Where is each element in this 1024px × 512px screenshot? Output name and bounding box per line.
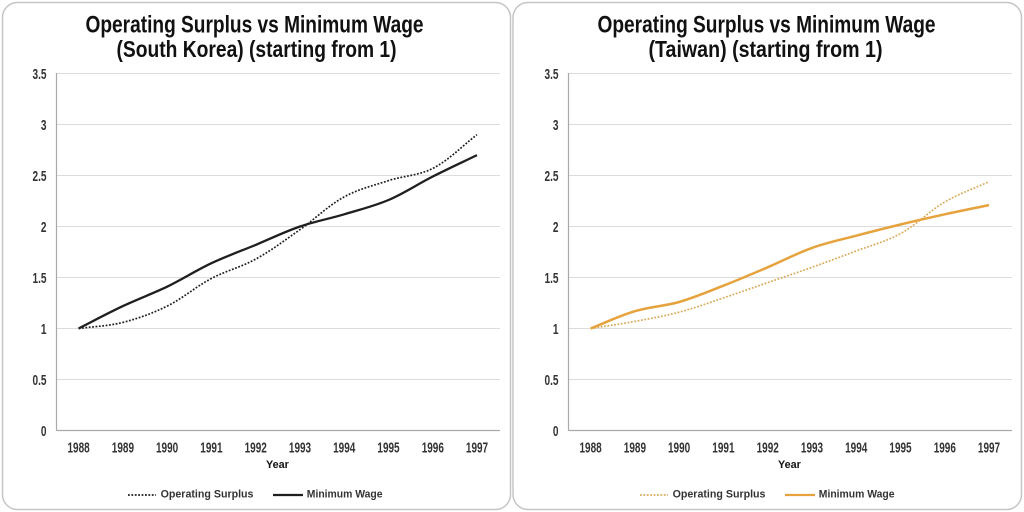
svg-text:2: 2 (553, 219, 559, 236)
svg-text:1990: 1990 (668, 439, 690, 456)
svg-text:3: 3 (41, 117, 47, 134)
svg-text:3.5: 3.5 (545, 66, 559, 83)
svg-text:1988: 1988 (580, 439, 602, 456)
svg-text:1991: 1991 (200, 439, 222, 456)
svg-text:Year: Year (778, 459, 802, 471)
svg-text:0.5: 0.5 (545, 372, 559, 389)
svg-text:Minimum Wage: Minimum Wage (819, 488, 895, 500)
svg-text:(Taiwan) (starting from 1): (Taiwan) (starting from 1) (649, 36, 883, 62)
svg-text:1994: 1994 (333, 439, 356, 456)
svg-text:1994: 1994 (845, 439, 868, 456)
svg-text:Operating Surplus vs Minimum W: Operating Surplus vs Minimum Wage (598, 12, 936, 39)
svg-text:1993: 1993 (801, 439, 823, 456)
svg-text:1990: 1990 (156, 439, 178, 456)
svg-text:Operating Surplus: Operating Surplus (673, 488, 766, 500)
svg-text:Operating Surplus vs Minimum W: Operating Surplus vs Minimum Wage (86, 12, 424, 39)
svg-text:2.5: 2.5 (33, 168, 47, 185)
svg-text:1988: 1988 (68, 439, 90, 456)
svg-text:1992: 1992 (757, 439, 779, 456)
svg-text:2: 2 (41, 219, 47, 236)
svg-text:1996: 1996 (934, 439, 956, 456)
svg-text:1997: 1997 (466, 439, 488, 456)
svg-text:1.5: 1.5 (33, 270, 47, 287)
svg-text:1: 1 (553, 321, 559, 338)
svg-text:1992: 1992 (245, 439, 267, 456)
svg-text:Minimum Wage: Minimum Wage (307, 488, 383, 500)
svg-text:1989: 1989 (112, 439, 134, 456)
svg-text:1991: 1991 (712, 439, 734, 456)
svg-text:Year: Year (266, 459, 290, 471)
svg-text:1: 1 (41, 321, 47, 338)
svg-text:1.5: 1.5 (545, 270, 559, 287)
svg-text:0.5: 0.5 (33, 372, 47, 389)
svg-text:1993: 1993 (289, 439, 311, 456)
svg-text:1995: 1995 (377, 439, 399, 456)
svg-text:3: 3 (553, 117, 559, 134)
svg-text:(South Korea) (starting from 1: (South Korea) (starting from 1) (117, 36, 397, 62)
svg-text:0: 0 (41, 423, 47, 440)
svg-text:0: 0 (553, 423, 559, 440)
svg-text:1996: 1996 (422, 439, 444, 456)
svg-text:2.5: 2.5 (545, 168, 559, 185)
svg-text:1995: 1995 (889, 439, 911, 456)
svg-text:Operating Surplus: Operating Surplus (161, 488, 254, 500)
svg-text:3.5: 3.5 (33, 66, 47, 83)
svg-text:1997: 1997 (978, 439, 1000, 456)
svg-text:1989: 1989 (624, 439, 646, 456)
